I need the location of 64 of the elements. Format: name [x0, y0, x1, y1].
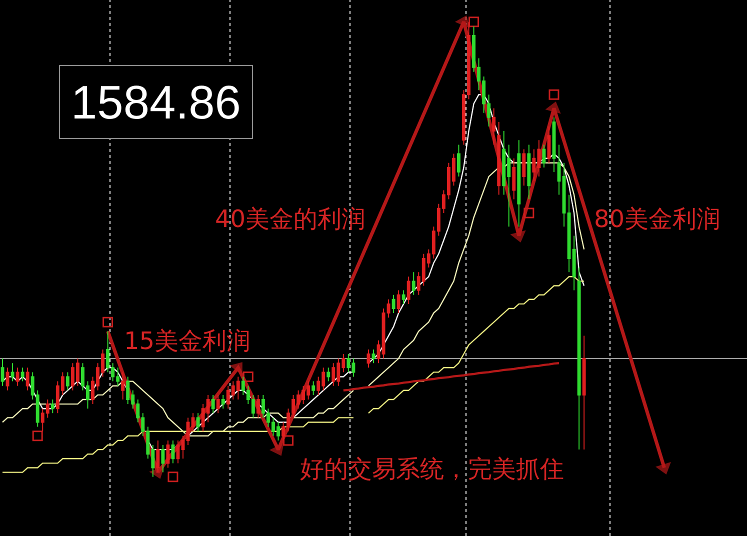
candlestick — [402, 290, 406, 304]
point — [548, 89, 560, 100]
candlestick — [412, 272, 416, 296]
annotation: 80美金利润 — [594, 205, 721, 233]
candlestick — [186, 417, 190, 446]
annotation: 15美金利润 — [124, 327, 251, 355]
candlestick — [16, 367, 20, 386]
candlestick — [211, 394, 215, 414]
point — [168, 472, 178, 482]
candlestick — [552, 116, 556, 172]
candlestick — [0, 358, 4, 386]
point — [656, 462, 671, 474]
candlestick — [492, 108, 496, 146]
candlestick — [406, 276, 410, 304]
candlestick — [196, 412, 200, 432]
candlestick — [396, 290, 400, 314]
candlestick — [517, 140, 521, 228]
point — [102, 316, 114, 328]
annotation: 40美金的利润 — [215, 205, 366, 233]
candlestick — [372, 348, 376, 364]
candlestick — [191, 412, 195, 432]
candlestick — [562, 162, 566, 228]
point — [468, 16, 480, 28]
point — [524, 208, 534, 218]
point — [269, 442, 284, 456]
point — [510, 230, 526, 242]
candlestick — [216, 394, 220, 414]
candlestick — [376, 340, 380, 364]
candlestick — [176, 440, 180, 464]
annotation: 1584.86 — [71, 76, 241, 128]
candlestick — [392, 294, 396, 314]
candlestick — [20, 367, 24, 382]
candlestick — [121, 372, 125, 400]
candlestick — [326, 367, 330, 382]
candlestick — [547, 126, 551, 164]
candlestick — [221, 394, 225, 410]
candlestick — [497, 121, 501, 196]
annotation: 好的交易系统，完美抓住 — [300, 455, 564, 483]
candlestick — [457, 144, 460, 178]
candlestick — [6, 367, 10, 391]
candlestick — [542, 144, 546, 168]
point — [242, 372, 254, 382]
point — [283, 435, 294, 446]
candlestick — [256, 394, 260, 418]
candlestick — [26, 367, 30, 391]
candlestick — [181, 435, 185, 460]
candlestick — [582, 335, 586, 450]
candlestick — [166, 440, 170, 468]
candlestick — [50, 399, 54, 414]
candlestick — [10, 362, 14, 382]
candlestick — [366, 348, 370, 368]
candlestick — [557, 144, 561, 196]
candlestick — [66, 372, 70, 391]
candlestick — [156, 440, 160, 473]
point — [454, 15, 470, 28]
candlestick — [171, 440, 175, 464]
candlestick — [312, 380, 316, 396]
candlestick — [522, 148, 526, 186]
point — [545, 102, 561, 114]
point — [32, 430, 43, 442]
candlestick — [577, 267, 581, 450]
candlestick — [512, 158, 516, 200]
candlestick — [161, 444, 165, 473]
candlestick — [527, 144, 531, 200]
